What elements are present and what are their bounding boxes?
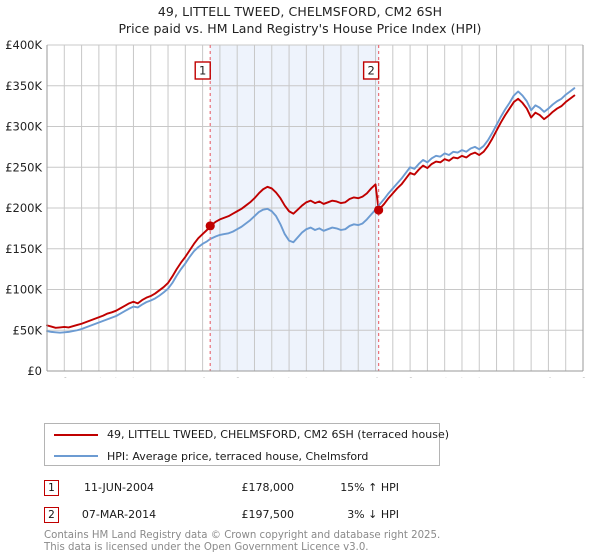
transaction-price: £197,500: [241, 508, 295, 521]
svg-text:2022: 2022: [507, 377, 521, 378]
svg-text:2010: 2010: [299, 377, 313, 378]
transaction-point-markers[interactable]: [205, 205, 384, 231]
footer-line-2: This data is licensed under the Open Gov…: [44, 541, 369, 553]
svg-text:£0: £0: [27, 364, 42, 378]
svg-text:2017: 2017: [420, 377, 434, 378]
svg-text:1: 1: [199, 64, 206, 78]
svg-text:2003: 2003: [178, 377, 192, 378]
chart-svg: £0 £50K £100K £150K £200K £250K £300K £350K £400…: [5, 38, 590, 378]
svg-text:2021: 2021: [490, 377, 504, 378]
svg-text:2025: 2025: [559, 377, 573, 378]
svg-text:2009: 2009: [282, 377, 296, 378]
svg-text:2014: 2014: [369, 377, 383, 378]
legend-label-price-paid: 49, LITTELL TWEED, CHELMSFORD, CM2 6SH (…: [107, 428, 450, 442]
chart-series-lines: [46, 87, 576, 334]
svg-text:1997: 1997: [75, 377, 89, 378]
svg-text:2005: 2005: [213, 377, 227, 378]
svg-text:2011: 2011: [317, 377, 331, 378]
svg-text:2007: 2007: [247, 377, 261, 378]
transactions-table: 1 11-JUN-2004 £178,000 15% ↑ HPI 2 07-MA…: [44, 474, 464, 528]
svg-text:2015: 2015: [386, 377, 400, 378]
svg-text:£300K: £300K: [5, 120, 42, 134]
svg-text:£200K: £200K: [5, 201, 42, 215]
chart-axis-frame: [46, 45, 584, 372]
svg-text:2006: 2006: [230, 377, 244, 378]
svg-text:1998: 1998: [92, 377, 106, 378]
svg-text:2016: 2016: [403, 377, 417, 378]
table-row[interactable]: 1 11-JUN-2004 £178,000 15% ↑ HPI: [44, 474, 464, 501]
footer-line-1: Contains HM Land Registry data © Crown c…: [44, 530, 441, 541]
legend-swatch-price-paid: [54, 433, 98, 436]
svg-text:1999: 1999: [109, 377, 123, 378]
x-axis-tick-labels: 19951996 1997199819992000 200120022003 2004…: [40, 377, 590, 378]
chart-area: £0 £50K £100K £150K £200K £250K £300K £350K £400…: [0, 38, 600, 378]
page-title: 49, LITTELL TWEED, CHELMSFORD, CM2 6SH: [157, 4, 443, 19]
svg-text:2024: 2024: [541, 377, 555, 378]
transaction-date: 07-MAR-2014: [81, 508, 157, 521]
svg-text:2026: 2026: [576, 377, 590, 378]
svg-text:£400K: £400K: [5, 38, 42, 52]
svg-text:2002: 2002: [161, 377, 175, 378]
svg-text:2012: 2012: [334, 377, 348, 378]
svg-text:1996: 1996: [57, 377, 71, 378]
footer-attribution: Contains HM Land Registry data © Crown c…: [44, 530, 584, 554]
y-axis-tick-labels: £0 £50K £100K £150K £200K £250K £300K £350K £400…: [5, 38, 42, 378]
transaction-date: 11-JUN-2004: [83, 481, 155, 494]
transaction-price: £178,000: [241, 481, 295, 494]
svg-text:2019: 2019: [455, 377, 469, 378]
svg-text:2020: 2020: [472, 377, 486, 378]
svg-text:£250K: £250K: [5, 160, 42, 174]
svg-text:£50K: £50K: [13, 323, 43, 337]
transaction-index-badge: 1: [44, 479, 59, 496]
svg-text:2004: 2004: [196, 377, 210, 378]
svg-text:2013: 2013: [351, 377, 365, 378]
transaction-hpi-delta: 15% ↑ HPI: [340, 481, 399, 494]
svg-text:2018: 2018: [438, 377, 452, 378]
svg-text:£350K: £350K: [5, 79, 42, 93]
transaction-index-badge: 2: [44, 506, 59, 523]
legend-item-hpi: HPI: Average price, terraced house, Chel…: [45, 446, 439, 468]
svg-text:2001: 2001: [144, 377, 158, 378]
legend-swatch-hpi: [54, 455, 98, 458]
svg-text:£150K: £150K: [5, 242, 42, 256]
svg-text:2023: 2023: [524, 377, 538, 378]
svg-text:£100K: £100K: [5, 283, 42, 297]
legend-label-hpi: HPI: Average price, terraced house, Chel…: [107, 449, 369, 463]
svg-text:2: 2: [367, 64, 374, 78]
transaction-hpi-delta: 3% ↓ HPI: [347, 508, 399, 521]
table-row[interactable]: 2 07-MAR-2014 £197,500 3% ↓ HPI: [44, 501, 464, 528]
legend-item-price-paid: 49, LITTELL TWEED, CHELMSFORD, CM2 6SH (…: [45, 424, 449, 446]
svg-text:1995: 1995: [40, 377, 54, 378]
chart-legend: 49, LITTELL TWEED, CHELMSFORD, CM2 6SH (…: [44, 423, 449, 468]
svg-text:2000: 2000: [126, 377, 140, 378]
page-subtitle: Price paid vs. HM Land Registry's House …: [118, 21, 482, 36]
svg-text:2008: 2008: [265, 377, 279, 378]
